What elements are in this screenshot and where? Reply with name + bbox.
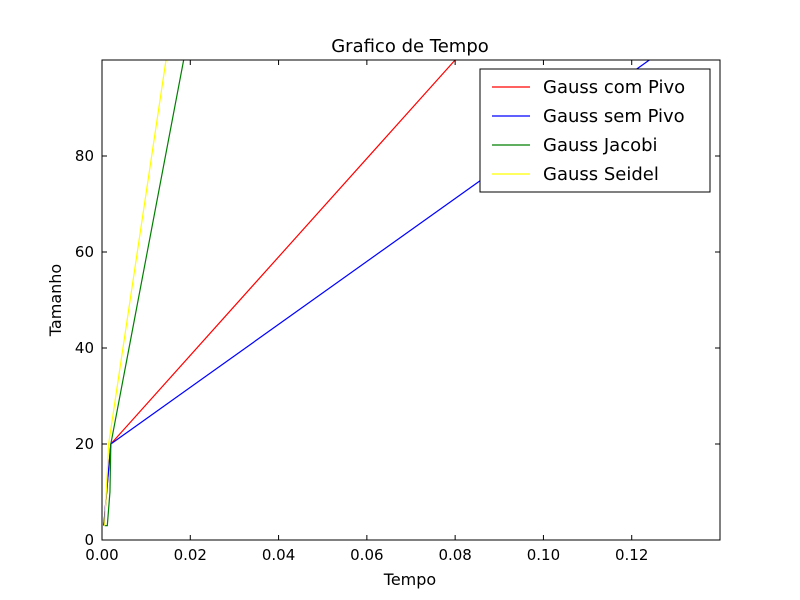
x-axis-ticks: 0.00 0.02 0.04 0.06 0.08 0.10 0.12 <box>85 60 648 564</box>
plot-frame <box>101 59 721 541</box>
legend-label-0: Gauss com Pivo <box>543 77 685 98</box>
series-line-3 <box>104 60 167 526</box>
plot-lines <box>103 60 650 527</box>
y-axis-label: Tamanho <box>46 264 65 337</box>
x-tick-label: 0.08 <box>438 546 471 564</box>
x-tick-label: 0.02 <box>174 546 207 564</box>
legend: Gauss com Pivo Gauss sem Pivo Gauss Jacobi… <box>479 68 711 193</box>
y-tick-label: 80 <box>75 147 94 165</box>
chart-title: Grafico de Tempo <box>331 36 489 57</box>
x-axis-label: Tempo <box>383 570 436 589</box>
y-tick-label: 20 <box>75 435 94 453</box>
y-axis-ticks: 0 20 40 60 80 <box>75 147 720 549</box>
y-tick-label: 40 <box>75 339 94 357</box>
y-tick-label: 0 <box>84 531 94 549</box>
legend-label-1: Gauss sem Pivo <box>543 106 685 127</box>
x-tick-label: 0.04 <box>262 546 295 564</box>
x-tick-label: 0.12 <box>615 546 648 564</box>
x-tick-label: 0.00 <box>85 546 118 564</box>
legend-box <box>479 68 711 193</box>
legend-label-2: Gauss Jacobi <box>543 135 658 156</box>
x-tick-label: 0.10 <box>527 546 560 564</box>
series-line-2 <box>104 60 185 527</box>
y-tick-label: 60 <box>75 243 94 261</box>
legend-label-3: Gauss Seidel <box>543 164 659 185</box>
x-tick-label: 0.06 <box>350 546 383 564</box>
